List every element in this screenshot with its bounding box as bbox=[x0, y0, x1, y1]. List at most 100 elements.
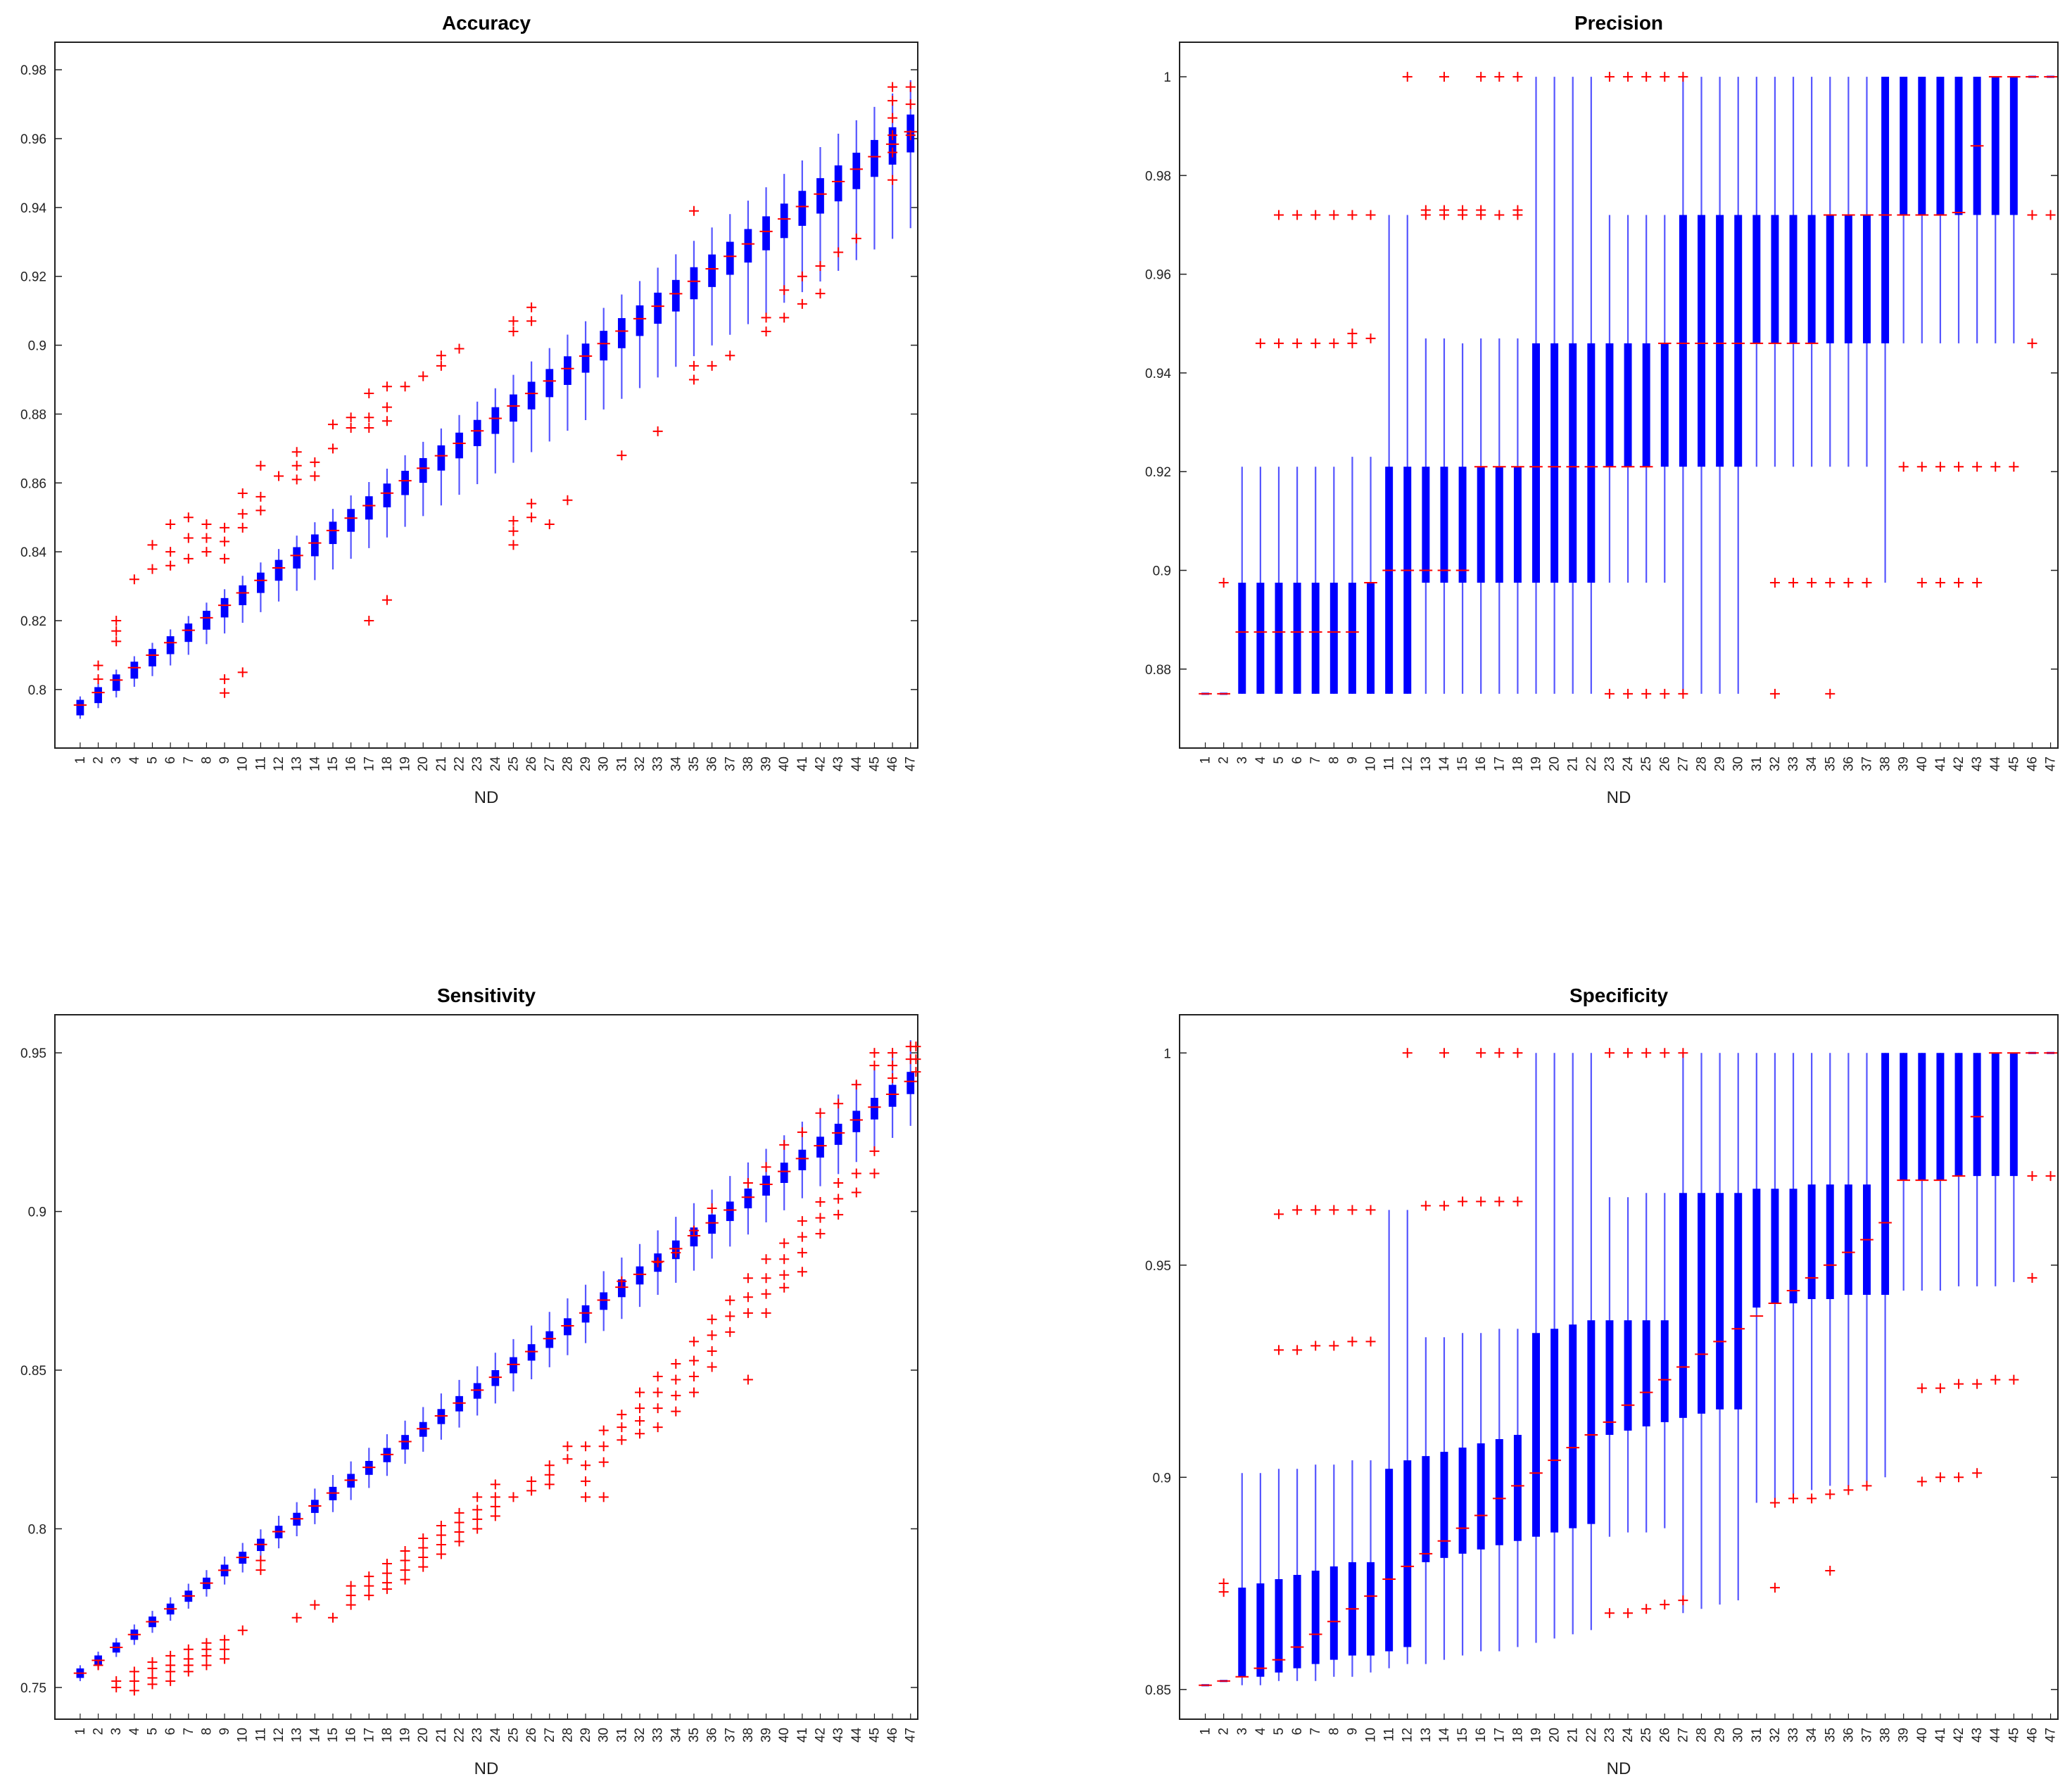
outlier-point bbox=[220, 688, 230, 698]
x-tick-label: 7 bbox=[1308, 1728, 1323, 1735]
box-nd-27 bbox=[1676, 1053, 1690, 1614]
box-nd-33 bbox=[1786, 77, 1800, 467]
x-tick-label: 20 bbox=[416, 756, 431, 771]
box-nd-45 bbox=[2007, 1052, 2021, 1282]
outlier-point bbox=[327, 419, 338, 430]
outlier-point bbox=[1825, 1489, 1836, 1500]
outlier-point bbox=[364, 615, 374, 626]
iqr-box bbox=[708, 254, 716, 287]
iqr-box bbox=[1624, 1320, 1632, 1431]
outlier-point bbox=[1843, 578, 1854, 588]
box-nd-32 bbox=[633, 1243, 647, 1308]
outlier-point bbox=[1458, 210, 1468, 220]
iqr-box bbox=[1679, 215, 1687, 467]
outlier-point bbox=[725, 350, 735, 361]
box-nd-42 bbox=[1952, 1053, 1966, 1286]
outlier-point bbox=[165, 1650, 176, 1661]
iqr-box bbox=[1826, 215, 1834, 343]
x-tick-label: 5 bbox=[146, 1728, 160, 1735]
x-tick-label: 29 bbox=[1713, 1728, 1728, 1742]
iqr-box bbox=[780, 1163, 788, 1183]
box-nd-20 bbox=[1548, 1053, 1561, 1639]
outlier-point bbox=[544, 1479, 555, 1490]
outlier-point bbox=[779, 1282, 790, 1293]
x-tick-label: 26 bbox=[1657, 756, 1672, 771]
outlier-point bbox=[1365, 1205, 1376, 1215]
iqr-box bbox=[1569, 1324, 1577, 1528]
x-tick-label: 31 bbox=[1750, 1728, 1764, 1742]
outlier-point bbox=[237, 509, 248, 519]
iqr-box bbox=[1954, 1053, 1963, 1177]
outlier-point bbox=[490, 1511, 500, 1521]
box-nd-9 bbox=[217, 1556, 232, 1585]
iqr-box bbox=[149, 649, 156, 666]
x-tick-label: 4 bbox=[1253, 756, 1268, 764]
outlier-point bbox=[688, 374, 699, 385]
y-tick-label: 0.92 bbox=[20, 270, 46, 285]
x-tick-label: 17 bbox=[1492, 1728, 1507, 1742]
box-nd-2 bbox=[91, 683, 105, 709]
outlier-point bbox=[725, 1327, 735, 1337]
outlier-point bbox=[93, 674, 103, 685]
y-tick-label: 1 bbox=[1163, 70, 1171, 85]
box-nd-42 bbox=[1952, 77, 1966, 343]
y-tick-label: 0.86 bbox=[20, 476, 46, 491]
outlier-point bbox=[761, 1273, 771, 1284]
x-tick-label: 21 bbox=[1566, 756, 1581, 771]
iqr-box bbox=[527, 1344, 536, 1361]
x-tick-label: 42 bbox=[813, 756, 828, 771]
box-nd-4 bbox=[127, 1624, 141, 1645]
outlier-point bbox=[743, 1292, 753, 1303]
box-nd-37 bbox=[724, 214, 737, 335]
box-nd-24 bbox=[488, 388, 502, 474]
iqr-box bbox=[1440, 467, 1448, 583]
x-tick-label: 46 bbox=[2025, 1728, 2040, 1742]
x-tick-label: 19 bbox=[398, 1728, 413, 1742]
outlier-point bbox=[671, 1406, 681, 1417]
box-nd-36 bbox=[705, 1189, 719, 1259]
iqr-box bbox=[690, 267, 698, 300]
box-nd-31 bbox=[1750, 1053, 1764, 1503]
outlier-point bbox=[707, 1346, 717, 1356]
x-tick-label: 5 bbox=[1272, 1728, 1287, 1735]
outlier-point bbox=[472, 1514, 483, 1524]
outlier-point bbox=[220, 1644, 230, 1654]
outlier-point bbox=[1862, 1481, 1872, 1491]
outlier-point bbox=[707, 360, 717, 371]
outlier-point bbox=[147, 564, 158, 574]
box-nd-47 bbox=[2044, 1051, 2057, 1054]
outlier-point bbox=[183, 553, 194, 564]
iqr-box bbox=[130, 661, 139, 679]
outlier-point bbox=[1420, 1201, 1431, 1211]
x-tick-label: 39 bbox=[759, 756, 774, 771]
outlier-point bbox=[346, 1600, 356, 1610]
x-tick-label: 4 bbox=[127, 1728, 142, 1735]
outlier-point bbox=[274, 471, 284, 481]
x-tick-label: 36 bbox=[1841, 1728, 1856, 1742]
outlier-point bbox=[418, 1552, 429, 1563]
x-tick-label: 19 bbox=[398, 756, 413, 771]
outlier-point bbox=[1476, 210, 1486, 220]
outlier-point bbox=[869, 1146, 880, 1156]
box-nd-9 bbox=[217, 589, 232, 634]
outlier-point bbox=[1898, 462, 1909, 472]
box-nd-25 bbox=[507, 374, 520, 463]
outlier-point bbox=[1935, 578, 1945, 588]
outlier-point bbox=[688, 1387, 699, 1398]
box-nd-18 bbox=[1511, 338, 1524, 694]
outlier-point bbox=[1218, 578, 1229, 588]
iqr-box bbox=[257, 572, 265, 593]
outlier-point bbox=[635, 1387, 645, 1398]
outlier-point bbox=[779, 285, 790, 296]
outlier-point bbox=[93, 660, 103, 671]
iqr-box bbox=[1275, 583, 1283, 694]
x-tick-label: 20 bbox=[1548, 756, 1562, 771]
iqr-box bbox=[1532, 343, 1540, 583]
outlier-point bbox=[201, 547, 212, 557]
outlier-point bbox=[237, 488, 248, 498]
iqr-box bbox=[1477, 1443, 1485, 1550]
x-tick-label: 31 bbox=[614, 756, 629, 771]
outlier-point bbox=[454, 343, 465, 354]
iqr-box bbox=[834, 1123, 842, 1145]
outlier-point bbox=[1678, 688, 1688, 699]
